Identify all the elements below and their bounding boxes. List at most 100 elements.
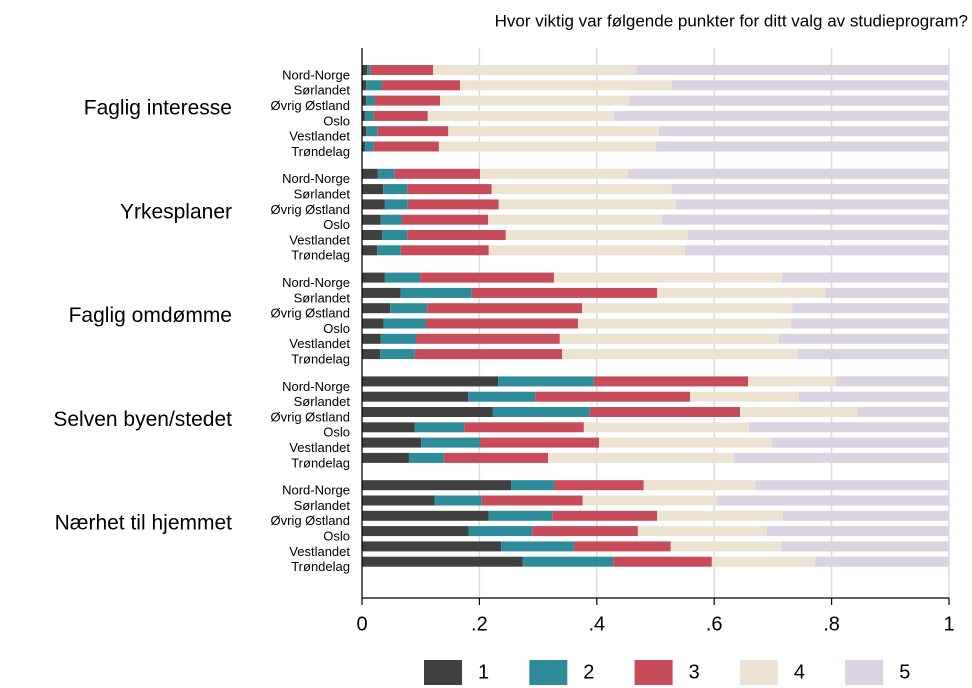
bar-segment: [362, 126, 367, 137]
bar-segment: [362, 556, 523, 567]
bar-segment: [505, 230, 688, 240]
x-tick-label: .4: [588, 613, 605, 635]
category-label: Trøndelag: [291, 559, 350, 574]
bar-segment: [444, 452, 549, 463]
bar-segment: [367, 65, 371, 75]
bar-segment: [657, 510, 783, 521]
bar-segment: [582, 303, 793, 314]
category-label: Sørlandet: [294, 83, 351, 98]
bar-segment: [798, 349, 949, 360]
bar-segment: [384, 272, 421, 283]
group-label: Yrkesplaner: [120, 200, 232, 223]
bar-segment: [407, 230, 506, 240]
bar-segment: [583, 422, 749, 433]
category-label: Sørlandet: [294, 498, 351, 513]
bar-segment: [498, 376, 594, 387]
bar-segment: [778, 333, 949, 344]
bar-segment: [464, 422, 584, 433]
bar-segment: [748, 422, 949, 433]
bar-segment: [548, 452, 735, 463]
bar-segment: [491, 184, 672, 195]
bar-segment: [792, 303, 949, 314]
bar-segment: [364, 141, 374, 152]
bar-segment: [684, 245, 949, 256]
category-label: Øvrig Østland: [271, 202, 350, 217]
bar-segment: [613, 556, 712, 567]
bar-segment: [468, 526, 533, 537]
legend-swatch: [739, 660, 778, 685]
category-label: Vestlandet: [289, 129, 350, 144]
bar-segment: [676, 199, 949, 210]
bar-segment: [362, 199, 385, 210]
bar-segment: [748, 376, 836, 387]
bar-segment: [414, 349, 563, 360]
group-label: Faglig omdømme: [69, 304, 232, 327]
bar-segment: [858, 407, 949, 417]
bar-segment: [381, 80, 461, 91]
bar-segment: [380, 214, 402, 225]
x-tick-label: 0: [356, 613, 367, 635]
bar-segment: [781, 541, 949, 552]
bar-segment: [535, 391, 691, 402]
bar-segment: [522, 556, 614, 567]
bar-segment: [532, 526, 638, 537]
bar-segment: [717, 495, 949, 506]
bar-segment: [362, 95, 367, 106]
category-label: Øvrig Østland: [271, 409, 350, 424]
bar-segment: [427, 303, 583, 314]
bar-segment: [362, 407, 493, 417]
bar-segment: [366, 95, 375, 106]
bar-segment: [373, 110, 428, 121]
bar-segment: [362, 184, 384, 195]
bar-segment: [362, 452, 409, 463]
bar-segment: [425, 318, 579, 329]
bar-segment: [362, 541, 502, 552]
bar-segment: [362, 422, 415, 433]
bar-segment: [362, 510, 489, 521]
category-label: Nord-Norge: [282, 483, 350, 498]
legend-label: 5: [899, 661, 910, 683]
bar-segment: [362, 168, 378, 179]
bar-segment: [657, 287, 826, 298]
bar-segment: [401, 214, 489, 225]
bar-segment: [740, 407, 859, 417]
bar-segment: [362, 287, 401, 298]
bar-segment: [362, 318, 384, 329]
bar-segment: [498, 199, 677, 210]
legend-label: 3: [689, 661, 700, 683]
bar-segment: [370, 65, 434, 75]
bar-segment: [552, 510, 658, 521]
bar-segment: [573, 541, 671, 552]
bar-segment: [656, 141, 949, 152]
bar-segment: [364, 110, 374, 121]
bar-segment: [362, 80, 367, 91]
bar-segment: [380, 333, 417, 344]
bar-segment: [408, 452, 445, 463]
bar-segment: [400, 287, 472, 298]
bar-segment: [377, 126, 449, 137]
bar-segment: [362, 391, 469, 402]
category-label: Vestlandet: [289, 544, 350, 559]
bar-segment: [661, 214, 949, 225]
bar-segment: [362, 303, 391, 314]
bar-segment: [377, 245, 401, 256]
bar-segment: [501, 541, 574, 552]
bar-segment: [390, 303, 428, 314]
bar-segment: [440, 95, 630, 106]
bar-segment: [421, 437, 480, 448]
bar-segment: [394, 168, 480, 179]
chart-title: Hvor viktig var følgende punkter for dit…: [495, 11, 968, 30]
category-label: Oslo: [323, 321, 350, 336]
bar-segment: [468, 391, 536, 402]
group-label: Selven byen/stedet: [53, 408, 232, 431]
bar-segment: [362, 141, 365, 152]
category-label: Oslo: [323, 425, 350, 440]
category-label: Nord-Norge: [282, 379, 350, 394]
bar-segment: [562, 349, 799, 360]
category-label: Oslo: [323, 529, 350, 544]
bar-segment: [362, 245, 378, 256]
legend-label: 1: [478, 661, 489, 683]
bar-segment: [471, 287, 658, 298]
bar-segment: [659, 126, 949, 137]
bar-segment: [414, 422, 465, 433]
